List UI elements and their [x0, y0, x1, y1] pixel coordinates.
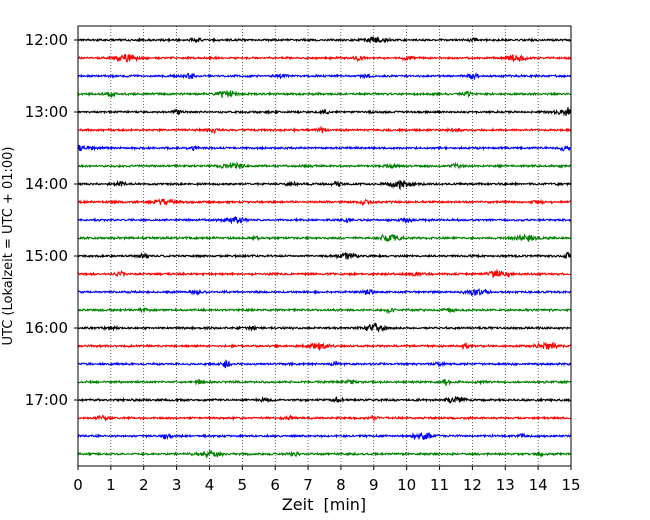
x-axis-label: Zeit [min]: [282, 495, 366, 514]
trace-line: [77, 378, 572, 387]
x-axis-ticks: 0 1 2 3 4 5 6 7 8 9 10 11 12 13 14 15: [73, 466, 581, 494]
y-axis-ticks: 12:00 13:00 14:00 15:00 16:00 17:00: [25, 31, 78, 409]
x-tick-label: 0: [73, 476, 83, 494]
x-tick-label: 14: [529, 476, 548, 494]
y-tick-label: 14:00: [25, 175, 68, 193]
trace-line: [77, 431, 572, 441]
trace-line: [77, 414, 572, 423]
trace-line: [77, 144, 572, 152]
trace-line: [77, 198, 572, 206]
trace-line: [77, 359, 572, 369]
x-tick-label: 13: [496, 476, 515, 494]
x-tick-label: 10: [397, 476, 416, 494]
trace-line: [77, 179, 572, 191]
trace-line: [77, 449, 572, 459]
trace-line: [77, 268, 572, 279]
x-tick-label: 5: [238, 476, 248, 494]
x-tick-label: 2: [139, 476, 149, 494]
trace-line: [77, 36, 572, 44]
x-tick-label: 4: [205, 476, 215, 494]
trace-line: [77, 107, 572, 117]
x-tick-label: 11: [430, 476, 449, 494]
trace-line: [77, 251, 572, 260]
plot-frame: [77, 25, 572, 467]
x-tick-label: 1: [106, 476, 116, 494]
trace-line: [77, 341, 572, 351]
y-axis-label: UTC (Lokalzeit = UTC + 01:00): [1, 147, 16, 346]
y-tick-label: 16:00: [25, 319, 68, 337]
y-tick-label: 13:00: [25, 103, 68, 121]
trace-line: [77, 125, 572, 135]
x-tick-label: 9: [369, 476, 379, 494]
trace-line: [77, 306, 572, 315]
x-tick-label: 7: [303, 476, 313, 494]
y-tick-label: 12:00: [25, 31, 68, 49]
grid-lines: [110, 26, 539, 466]
trace-line: [77, 233, 572, 243]
trace-line: [77, 90, 572, 99]
x-tick-label: 8: [336, 476, 346, 494]
x-tick-label: 3: [172, 476, 182, 494]
trace-line: [77, 54, 572, 63]
trace-line: [77, 215, 572, 225]
trace-line: [77, 71, 572, 81]
trace-line: [77, 321, 571, 334]
trace-line: [77, 287, 572, 297]
trace-line: [77, 396, 572, 404]
trace-line: [77, 161, 572, 170]
x-tick-label: 12: [463, 476, 482, 494]
seismogram-traces: [77, 36, 572, 459]
x-tick-label: 6: [270, 476, 280, 494]
x-tick-label: 15: [561, 476, 580, 494]
y-tick-label: 15:00: [25, 247, 68, 265]
y-tick-label: 17:00: [25, 391, 68, 409]
